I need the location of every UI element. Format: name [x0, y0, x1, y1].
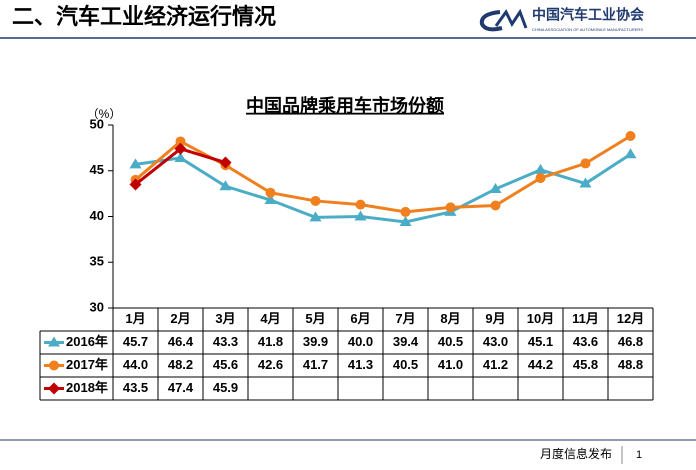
- table-cell: 41.0: [438, 357, 463, 372]
- table-cell: 45.8: [573, 357, 598, 372]
- table-cell: 46.4: [168, 334, 194, 349]
- point: [264, 194, 277, 205]
- y-tick-label: 40: [90, 208, 104, 223]
- x-tick-label: 9月: [485, 311, 505, 326]
- point: [535, 173, 546, 184]
- point: [489, 183, 502, 194]
- point: [174, 151, 187, 162]
- logo-subtext: CHINA ASSOCIATION OF AUTOMOBILE MANUFACT…: [532, 27, 643, 32]
- point: [309, 211, 322, 222]
- legend-marker: [48, 336, 60, 347]
- table-cell: 40.0: [348, 334, 373, 349]
- line: [135, 153, 632, 224]
- point: [174, 142, 187, 155]
- table-cell: 39.4: [393, 334, 419, 349]
- table-cell: 41.8: [258, 334, 283, 349]
- point: [129, 178, 142, 191]
- table-cell: 43.6: [573, 334, 598, 349]
- page-number: 1: [636, 449, 642, 461]
- chart-title: 中国品牌乘用车市场份额: [246, 95, 444, 116]
- table-cell: 46.8: [618, 334, 643, 349]
- y-tick-label: 35: [90, 254, 104, 269]
- logo: 中国汽车工业协会 CHINA ASSOCIATION OF AUTOMOBILE…: [479, 7, 645, 32]
- legend-label: 2017年: [66, 357, 108, 372]
- x-tick-label: 5月: [305, 311, 325, 326]
- point: [219, 180, 232, 191]
- x-tick-label: 2月: [170, 311, 190, 326]
- x-tick-label: 10月: [527, 311, 554, 326]
- x-tick-label: 3月: [215, 311, 235, 326]
- point: [445, 202, 456, 213]
- table-cell: 44.0: [123, 357, 148, 372]
- point: [219, 156, 232, 169]
- table-cell: 43.0: [483, 334, 508, 349]
- point: [310, 195, 321, 206]
- point: [579, 177, 592, 188]
- y-unit: （%）: [87, 107, 122, 121]
- y-tick-label: 45: [90, 162, 104, 177]
- logo-mark: [479, 10, 503, 32]
- point: [624, 148, 637, 159]
- table-cell: 41.7: [303, 357, 328, 372]
- y-tick-label: 30: [90, 299, 104, 314]
- table-cell: 45.1: [528, 334, 553, 349]
- table-cell: 40.5: [393, 357, 418, 372]
- table-cell: 45.6: [213, 357, 238, 372]
- x-tick-label: 6月: [350, 311, 370, 326]
- legend-label: 2018年: [66, 380, 108, 395]
- point: [580, 158, 591, 169]
- y-tick-label: 50: [90, 116, 104, 131]
- footer-text: 月度信息发布: [540, 446, 612, 461]
- point: [265, 187, 276, 198]
- x-tick-label: 7月: [395, 311, 415, 326]
- table-cell: 41.3: [348, 357, 373, 372]
- table-cell: 43.5: [123, 380, 148, 395]
- table-cell: 43.3: [213, 334, 238, 349]
- table-cell: 44.2: [528, 357, 553, 372]
- logo-mark: [494, 8, 528, 29]
- point: [354, 210, 367, 221]
- point: [129, 158, 142, 169]
- table-cell: 48.8: [618, 357, 643, 372]
- table-cell: 45.9: [213, 380, 238, 395]
- table-cell: 48.2: [168, 357, 193, 372]
- table-cell: 39.9: [303, 334, 328, 349]
- legend-marker: [49, 360, 59, 371]
- x-tick-label: 4月: [260, 311, 280, 326]
- slide-title: 二、汽车工业经济运行情况: [12, 4, 276, 29]
- point: [175, 136, 186, 147]
- table-cell: 40.5: [438, 334, 463, 349]
- legend-marker: [48, 382, 60, 395]
- legend-label: 2016年: [66, 334, 108, 349]
- x-tick-label: 11月: [572, 311, 599, 326]
- point: [355, 199, 366, 210]
- line: [134, 134, 632, 214]
- x-tick-label: 8月: [440, 311, 460, 326]
- table-cell: 45.7: [123, 334, 148, 349]
- point: [625, 130, 636, 141]
- x-tick-label: 1月: [125, 311, 145, 326]
- point: [490, 200, 501, 211]
- table-cell: 47.4: [168, 380, 194, 395]
- table-cell: 42.6: [258, 357, 283, 372]
- point: [400, 206, 411, 217]
- x-tick-label: 12月: [617, 311, 644, 326]
- point: [399, 215, 412, 226]
- logo-text: 中国汽车工业协会: [532, 7, 645, 23]
- point: [534, 163, 547, 174]
- table-cell: 41.2: [483, 357, 508, 372]
